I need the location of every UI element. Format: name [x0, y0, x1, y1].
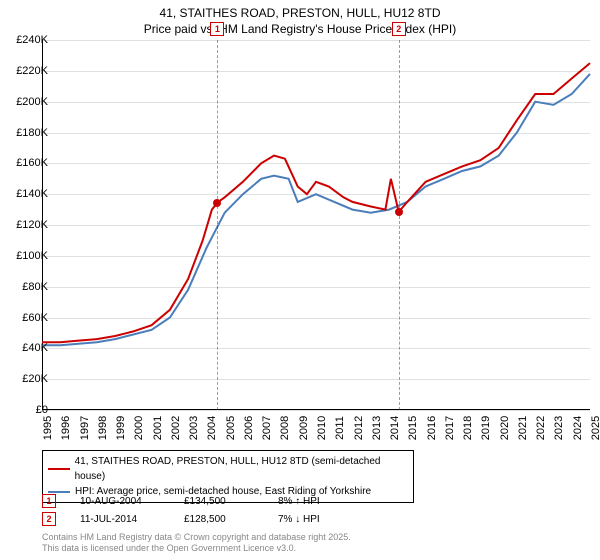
- y-tick-label: £100K: [16, 250, 48, 262]
- x-tick-label: 2022: [535, 416, 547, 440]
- sale-dot: [395, 208, 403, 216]
- y-tick-label: £120K: [16, 219, 48, 231]
- legend-row-property: 41, STAITHES ROAD, PRESTON, HULL, HU12 8…: [48, 454, 408, 484]
- sales-row-1: 1 10-AUG-2004 £134,500 8% ↑ HPI: [42, 492, 358, 510]
- sale-note-1: 8% ↑ HPI: [278, 496, 358, 507]
- y-tick-label: £240K: [16, 34, 48, 46]
- y-tick-label: £220K: [16, 65, 48, 77]
- x-tick-label: 1995: [42, 416, 54, 440]
- x-tick-label: 2019: [480, 416, 492, 440]
- y-tick-label: £200K: [16, 96, 48, 108]
- title-block: 41, STAITHES ROAD, PRESTON, HULL, HU12 8…: [0, 0, 600, 37]
- sale-vline: [217, 40, 218, 410]
- sale-vline: [399, 40, 400, 410]
- sale-marker-box: 1: [210, 22, 224, 36]
- x-tick-label: 2020: [499, 416, 511, 440]
- x-tick-label: 2007: [261, 416, 273, 440]
- sale-marker-1: 1: [42, 494, 56, 508]
- x-tick-label: 2025: [590, 416, 600, 440]
- title-line2: Price paid vs. HM Land Registry's House …: [0, 22, 600, 38]
- x-tick-label: 1997: [79, 416, 91, 440]
- sales-row-2: 2 11-JUL-2014 £128,500 7% ↓ HPI: [42, 510, 358, 528]
- x-tick-label: 2021: [517, 416, 529, 440]
- y-tick-label: £0: [36, 404, 48, 416]
- sale-marker-2: 2: [42, 512, 56, 526]
- x-tick-label: 2000: [133, 416, 145, 440]
- sale-dot: [213, 199, 221, 207]
- chart-area: 12: [42, 40, 590, 410]
- x-tick-label: 2006: [243, 416, 255, 440]
- x-tick-label: 2024: [572, 416, 584, 440]
- x-tick-label: 2013: [371, 416, 383, 440]
- y-tick-label: £140K: [16, 188, 48, 200]
- y-tick-label: £40K: [22, 342, 48, 354]
- y-tick-label: £160K: [16, 157, 48, 169]
- chart-container: 41, STAITHES ROAD, PRESTON, HULL, HU12 8…: [0, 0, 600, 560]
- y-tick-label: £60K: [22, 312, 48, 324]
- x-tick-label: 2015: [407, 416, 419, 440]
- y-tick-label: £80K: [22, 281, 48, 293]
- sale-date-2: 11-JUL-2014: [80, 514, 160, 525]
- sale-price-1: £134,500: [184, 496, 254, 507]
- x-tick-label: 2017: [444, 416, 456, 440]
- y-tick-label: £180K: [16, 127, 48, 139]
- x-tick-label: 1996: [60, 416, 72, 440]
- x-tick-label: 2023: [553, 416, 565, 440]
- x-tick-label: 1999: [115, 416, 127, 440]
- sales-table: 1 10-AUG-2004 £134,500 8% ↑ HPI 2 11-JUL…: [42, 492, 358, 528]
- x-tick-label: 2010: [316, 416, 328, 440]
- x-tick-label: 2002: [170, 416, 182, 440]
- sale-note-2: 7% ↓ HPI: [278, 514, 358, 525]
- x-tick-label: 1998: [97, 416, 109, 440]
- legend-swatch-property: [48, 468, 70, 470]
- footer: Contains HM Land Registry data © Crown c…: [42, 532, 351, 554]
- series-property: [42, 63, 590, 342]
- x-tick-label: 2018: [462, 416, 474, 440]
- title-line1: 41, STAITHES ROAD, PRESTON, HULL, HU12 8…: [0, 6, 600, 22]
- x-tick-label: 2003: [188, 416, 200, 440]
- gridline-h: [42, 410, 590, 411]
- footer-line1: Contains HM Land Registry data © Crown c…: [42, 532, 351, 543]
- x-tick-label: 2009: [298, 416, 310, 440]
- x-tick-label: 2001: [152, 416, 164, 440]
- series-hpi: [42, 74, 590, 345]
- sale-marker-box: 2: [392, 22, 406, 36]
- x-tick-label: 2004: [206, 416, 218, 440]
- x-tick-label: 2011: [334, 416, 346, 440]
- x-tick-label: 2014: [389, 416, 401, 440]
- y-tick-label: £20K: [22, 373, 48, 385]
- x-tick-label: 2005: [225, 416, 237, 440]
- sale-price-2: £128,500: [184, 514, 254, 525]
- legend-label-property: 41, STAITHES ROAD, PRESTON, HULL, HU12 8…: [75, 454, 408, 484]
- chart-lines: [42, 40, 590, 410]
- footer-line2: This data is licensed under the Open Gov…: [42, 543, 351, 554]
- sale-date-1: 10-AUG-2004: [80, 496, 160, 507]
- x-tick-label: 2012: [353, 416, 365, 440]
- x-tick-label: 2008: [279, 416, 291, 440]
- x-tick-label: 2016: [426, 416, 438, 440]
